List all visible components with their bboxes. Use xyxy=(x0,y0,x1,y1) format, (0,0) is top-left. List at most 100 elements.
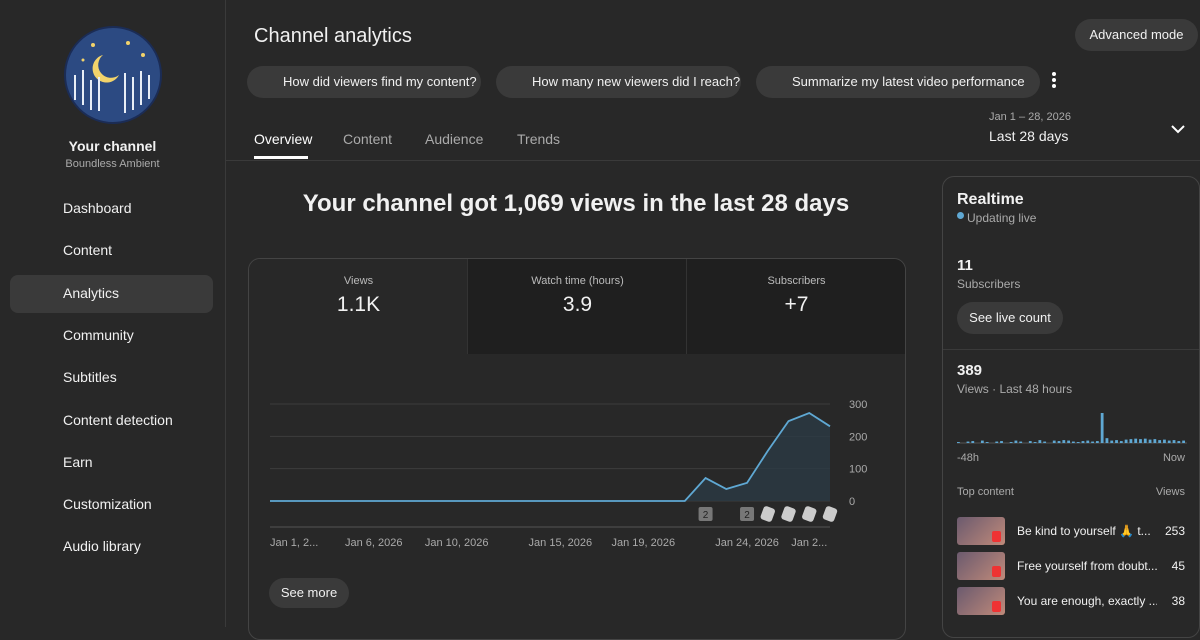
views-count: 389 xyxy=(957,362,983,379)
realtime-bar xyxy=(1076,442,1080,443)
realtime-bar xyxy=(1105,438,1109,443)
overview-card: Views 1.1K Watch time (hours) 3.9 Subscriber… xyxy=(248,258,906,640)
realtime-bar xyxy=(1124,439,1128,443)
video-title[interactable]: Be kind to yourself 🙏 t... xyxy=(1017,524,1151,538)
realtime-bar xyxy=(980,440,984,443)
video-marker xyxy=(822,506,838,522)
channel-avatar[interactable] xyxy=(63,25,163,125)
suggestion-chip[interactable]: How did viewers find my content? xyxy=(247,66,481,98)
realtime-card: Realtime Updating live 11 Subscribers Se… xyxy=(942,176,1200,638)
upload-marker xyxy=(740,507,755,521)
nav-item[interactable]: Customization xyxy=(63,496,152,513)
metric-label[interactable]: Views xyxy=(343,275,374,287)
upload-marker xyxy=(698,507,713,521)
realtime-bar xyxy=(971,441,975,443)
x-tick-label: Jan 24, 2026 xyxy=(715,537,779,549)
views-label: Views · Last 48 hours xyxy=(957,382,1073,396)
tab[interactable]: Content xyxy=(343,131,393,147)
realtime-bar xyxy=(1057,441,1061,443)
realtime-bar xyxy=(957,442,960,443)
realtime-bar xyxy=(1115,440,1118,443)
realtime-bar xyxy=(1019,441,1023,443)
nav-item[interactable]: Audio library xyxy=(63,538,141,555)
video-marker xyxy=(760,506,775,522)
nav-item[interactable]: Analytics xyxy=(63,284,120,301)
realtime-bar xyxy=(1139,439,1142,443)
tab[interactable]: Trends xyxy=(517,131,561,147)
video-title[interactable]: You are enough, exactly ... xyxy=(1017,594,1157,608)
realtime-bar xyxy=(1038,440,1042,443)
x-tick-label: Jan 19, 2026 xyxy=(612,537,676,549)
realtime-bar xyxy=(1158,440,1162,443)
realtime-bar xyxy=(1095,441,1099,443)
metric-label[interactable]: Subscribers xyxy=(767,275,826,287)
chart-end: Now xyxy=(1162,452,1185,464)
metric-tab-bg xyxy=(249,259,468,354)
nav-active-bg xyxy=(10,274,213,313)
realtime-title: Realtime xyxy=(957,191,1024,208)
suggestion-chip[interactable]: How many new viewers did I reach? xyxy=(496,66,741,98)
video-title[interactable]: Free yourself from doubt... xyxy=(1017,559,1157,573)
realtime-bar xyxy=(1067,440,1071,443)
realtime-chart xyxy=(957,413,1187,444)
nav-item[interactable]: Community xyxy=(63,326,134,343)
realtime-bar xyxy=(1091,441,1094,443)
channel-name: Your channel xyxy=(68,138,157,154)
tab[interactable]: Audience xyxy=(425,131,484,147)
video-views: 253 xyxy=(1164,524,1185,538)
x-tick-label: Jan 1, 2... xyxy=(270,537,318,549)
realtime-bar xyxy=(1172,440,1176,443)
realtime-bar xyxy=(1177,441,1181,443)
realtime-bar xyxy=(1009,442,1013,443)
advanced-mode-button[interactable]: Advanced mode xyxy=(1075,19,1198,51)
y-tick-label: 100 xyxy=(849,464,867,476)
metric-value[interactable]: +7 xyxy=(784,293,809,316)
metric-value[interactable]: 3.9 xyxy=(562,293,593,316)
metric-value[interactable]: 1.1K xyxy=(336,293,381,316)
realtime-bar xyxy=(1100,413,1104,443)
x-tick-label: Jan 15, 2026 xyxy=(529,537,593,549)
realtime-bar xyxy=(1110,440,1114,443)
subscriber-label: Subscribers xyxy=(957,277,1021,291)
top-content-column: Views xyxy=(1155,486,1185,498)
realtime-bar xyxy=(1167,440,1171,443)
upload-marker-count: 2 xyxy=(703,510,709,521)
subscriber-count: 11 xyxy=(957,257,973,274)
metric-label[interactable]: Watch time (hours) xyxy=(531,275,624,287)
realtime-bar xyxy=(995,441,999,443)
realtime-bar xyxy=(985,442,989,443)
shorts-badge xyxy=(992,531,1001,542)
y-tick-label: 0 xyxy=(849,496,855,508)
realtime-bar xyxy=(1134,438,1138,443)
see-more-button[interactable]: See more xyxy=(269,578,349,608)
nav-item[interactable]: Earn xyxy=(63,453,93,470)
video-marker xyxy=(802,506,817,522)
realtime-bar xyxy=(1086,440,1090,443)
realtime-bar xyxy=(1148,439,1152,443)
realtime-bar xyxy=(1119,441,1123,443)
realtime-bar xyxy=(1052,440,1056,443)
realtime-bar xyxy=(1072,441,1075,443)
live-count-button[interactable]: See live count xyxy=(957,302,1063,334)
realtime-bar xyxy=(1081,441,1085,443)
date-range-label[interactable]: Last 28 days xyxy=(989,128,1069,144)
nav-item[interactable]: Subtitles xyxy=(63,369,117,386)
shorts-badge xyxy=(992,601,1001,612)
suggestion-chip[interactable]: Summarize my latest video performance xyxy=(756,66,1040,98)
realtime-bar xyxy=(1163,439,1166,443)
tab[interactable]: Overview xyxy=(254,131,313,147)
nav-item[interactable]: Dashboard xyxy=(63,200,132,216)
x-tick-label: Jan 2... xyxy=(791,537,827,549)
x-tick-label: Jan 10, 2026 xyxy=(425,537,489,549)
y-tick-label: 200 xyxy=(849,431,867,443)
line xyxy=(270,412,831,502)
views-chart: 0 100 200 300 Jan 1, 2... Jan 6, 2026 Jan 10, … xyxy=(270,399,867,549)
realtime-bar xyxy=(1129,439,1133,443)
nav-item[interactable]: Content detection xyxy=(63,411,173,428)
nav-item[interactable]: Content xyxy=(63,242,113,259)
date-dropdown[interactable] xyxy=(1171,124,1185,134)
realtime-bar xyxy=(1143,438,1147,443)
video-views: 45 xyxy=(1171,559,1185,573)
more-menu[interactable] xyxy=(1050,71,1058,91)
video-views: 38 xyxy=(1171,594,1185,608)
